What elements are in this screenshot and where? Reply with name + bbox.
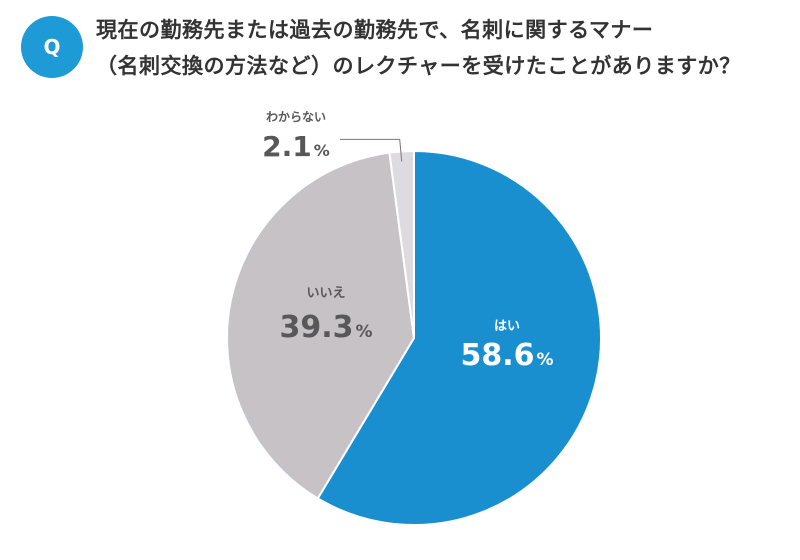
slice-label-3: わからない xyxy=(266,110,326,124)
question-line-1: 現在の勤務先または過去の勤務先で、名刺に関するマナー xyxy=(96,18,654,42)
slice-value-2: 39.3% xyxy=(279,310,372,345)
question-line-2: （名刺交換の方法など）のレクチャーを受けたことがありますか？ xyxy=(96,54,741,78)
pie-slice-2 xyxy=(226,151,416,500)
slice-label-2: いいえ xyxy=(306,286,345,301)
pie-slice-3 xyxy=(388,149,415,339)
slice-label-1: はい xyxy=(494,319,520,334)
leader-line xyxy=(340,138,403,162)
pie-slice-1 xyxy=(316,149,602,526)
slice-value-3: 2.1% xyxy=(262,130,330,163)
slice-value-1: 58.6% xyxy=(460,338,553,373)
question-badge: Q xyxy=(21,16,83,78)
question-text: 現在の勤務先または過去の勤務先で、名刺に関するマナー （名刺交換の方法など）のレ… xyxy=(96,12,786,84)
